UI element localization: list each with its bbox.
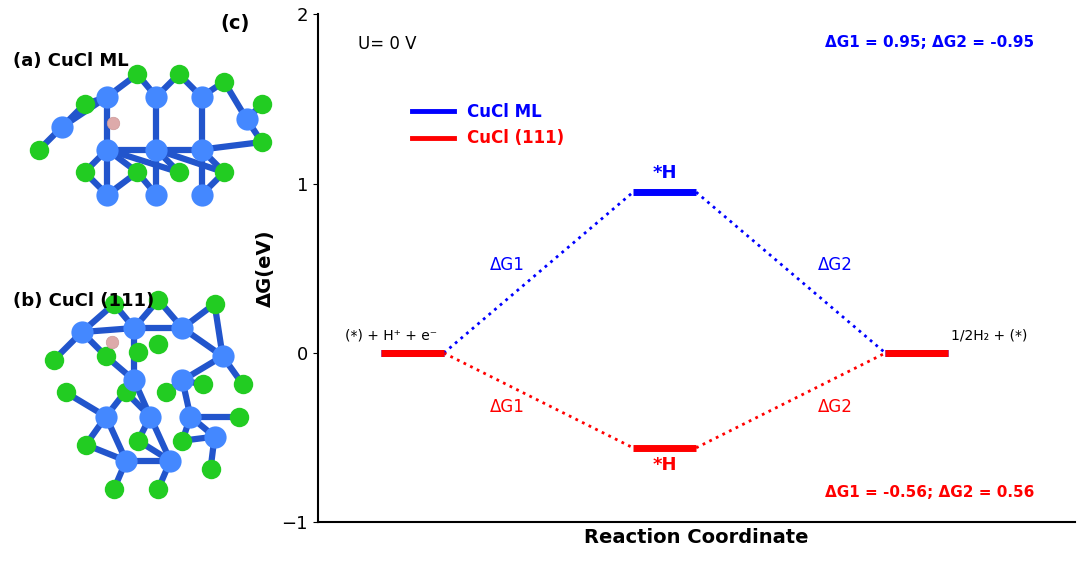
Text: ΔG1: ΔG1 — [489, 256, 525, 274]
Text: U= 0 V: U= 0 V — [359, 34, 417, 53]
Text: ΔG1: ΔG1 — [489, 398, 525, 416]
Legend: CuCl ML, CuCl (111): CuCl ML, CuCl (111) — [405, 96, 571, 154]
Y-axis label: ΔG(eV): ΔG(eV) — [256, 230, 274, 307]
Text: ΔG1 = -0.56; ΔG2 = 0.56: ΔG1 = -0.56; ΔG2 = 0.56 — [825, 485, 1035, 500]
Text: 1/2H₂ + (*): 1/2H₂ + (*) — [951, 329, 1027, 343]
Text: ΔG2: ΔG2 — [818, 256, 852, 274]
Text: (c): (c) — [220, 14, 249, 33]
Text: *H: *H — [652, 456, 677, 474]
Text: (a) CuCl ML: (a) CuCl ML — [13, 52, 129, 69]
Text: ΔG2: ΔG2 — [818, 398, 852, 416]
Text: *H: *H — [652, 164, 677, 182]
X-axis label: Reaction Coordinate: Reaction Coordinate — [584, 528, 809, 547]
Text: ΔG1 = 0.95; ΔG2 = -0.95: ΔG1 = 0.95; ΔG2 = -0.95 — [825, 34, 1035, 50]
Text: (*) + H⁺ + e⁻: (*) + H⁺ + e⁻ — [346, 329, 437, 343]
Text: (b) CuCl (111): (b) CuCl (111) — [13, 292, 154, 310]
